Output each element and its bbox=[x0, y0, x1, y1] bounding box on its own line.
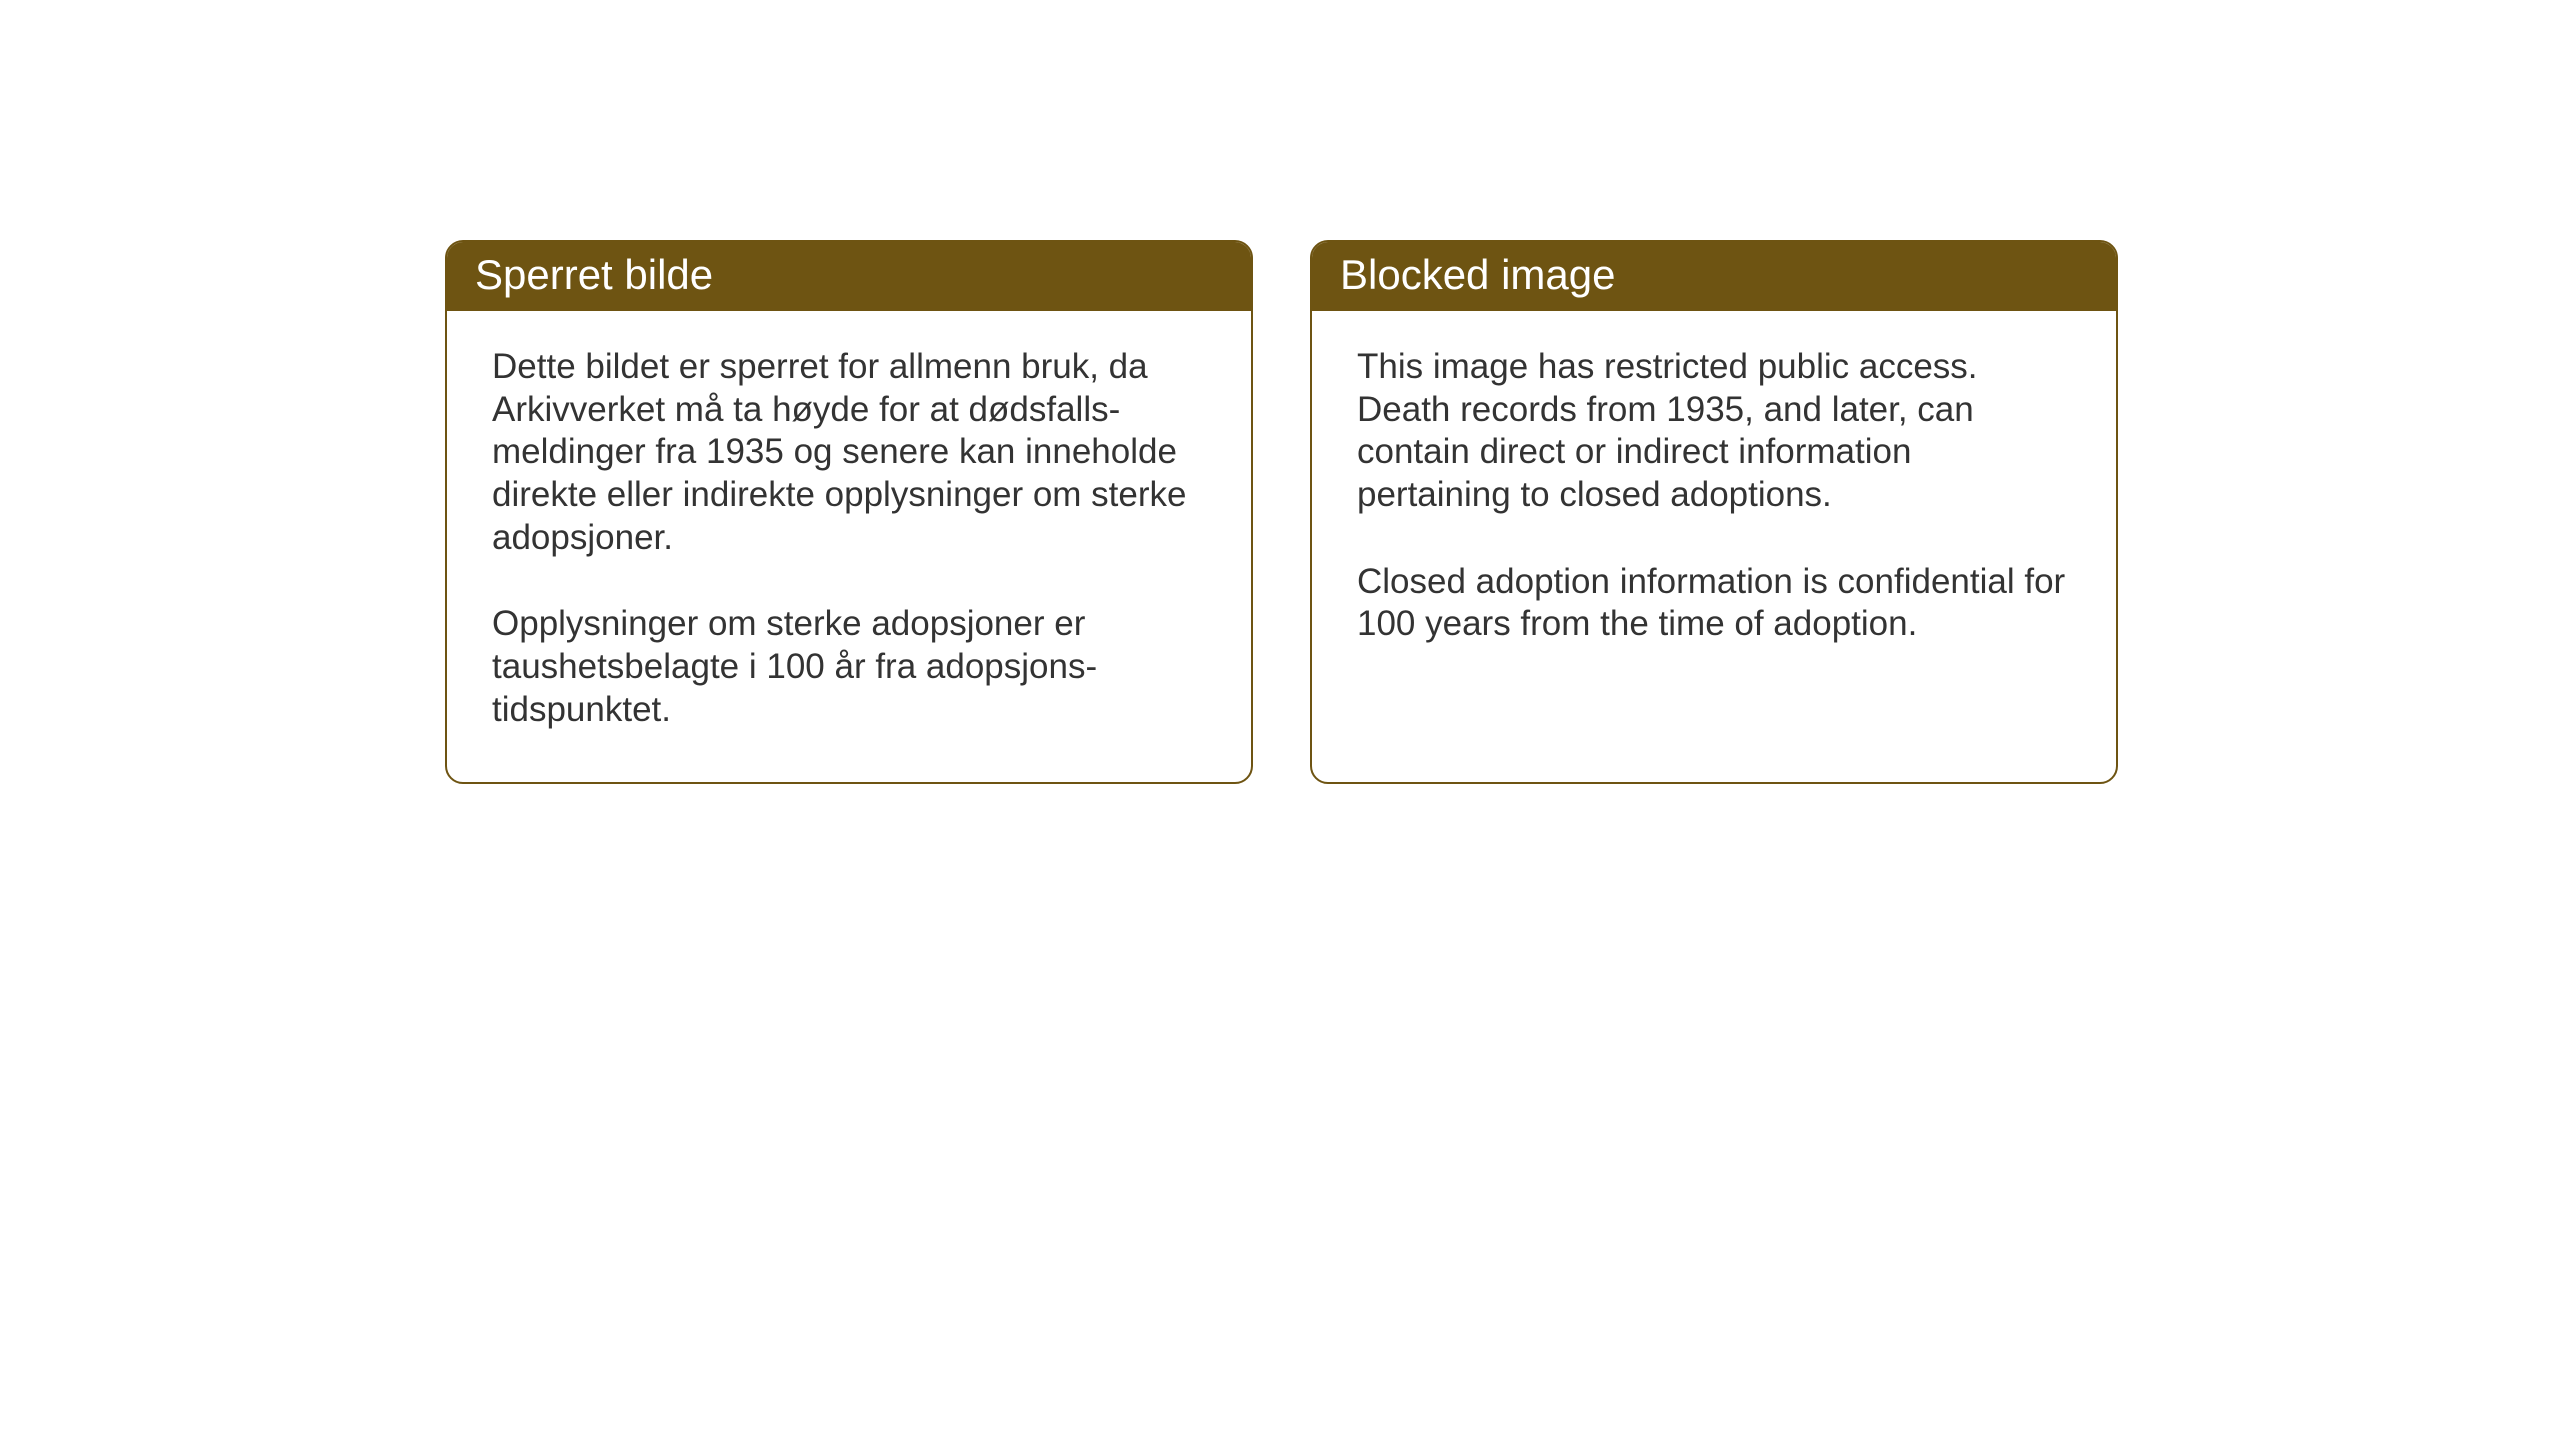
card-english-body: This image has restricted public access.… bbox=[1312, 311, 2116, 696]
card-english-paragraph-2: Closed adoption information is confident… bbox=[1357, 561, 2071, 646]
card-norwegian-body: Dette bildet er sperret for allmenn bruk… bbox=[447, 311, 1251, 782]
cards-container: Sperret bilde Dette bildet er sperret fo… bbox=[445, 240, 2118, 784]
card-norwegian: Sperret bilde Dette bildet er sperret fo… bbox=[445, 240, 1253, 784]
card-norwegian-paragraph-1: Dette bildet er sperret for allmenn bruk… bbox=[492, 346, 1206, 559]
card-english-title: Blocked image bbox=[1312, 242, 2116, 311]
card-norwegian-paragraph-2: Opplysninger om sterke adopsjoner er tau… bbox=[492, 603, 1206, 731]
card-english-paragraph-1: This image has restricted public access.… bbox=[1357, 346, 2071, 517]
card-english: Blocked image This image has restricted … bbox=[1310, 240, 2118, 784]
card-norwegian-title: Sperret bilde bbox=[447, 242, 1251, 311]
